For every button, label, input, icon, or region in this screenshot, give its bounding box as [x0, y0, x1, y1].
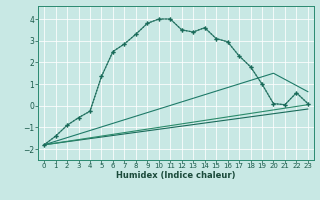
X-axis label: Humidex (Indice chaleur): Humidex (Indice chaleur): [116, 171, 236, 180]
